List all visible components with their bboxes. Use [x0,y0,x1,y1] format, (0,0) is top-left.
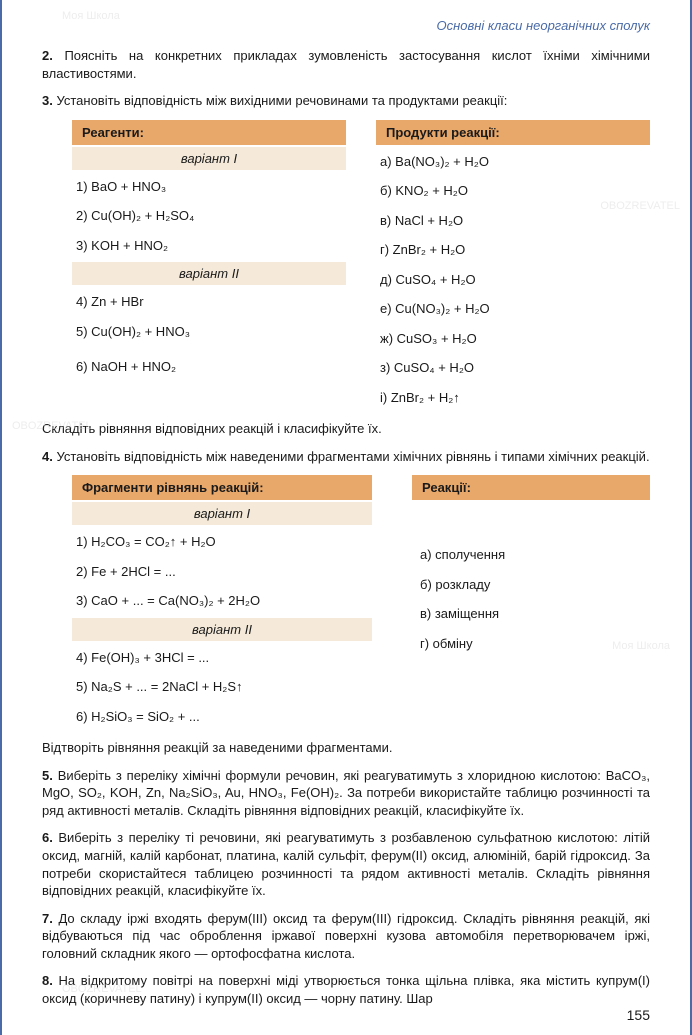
reaction-type: б) розкладу [412,570,650,600]
products-column: Продукти реакції: а) Ba(NO₃)₂ + H₂O б) K… [376,120,650,413]
task-text: На відкритому повітрі на поверхні міді у… [42,973,650,1006]
task-text: Виберіть з переліку хімічні формули речо… [42,768,650,818]
reagents-column: Реагенти: варіант І 1) BaO + HNO₃ 2) Cu(… [72,120,346,413]
chem-formula: а) Ba(NO₃)₂ + H₂O [376,147,650,177]
task-8: 8. На відкритому повітрі на поверхні мід… [42,972,650,1007]
task-number: 4. [42,449,53,464]
variant-label: варіант ІІ [72,618,372,641]
chem-formula: 3) CaO + ... = Ca(NO₃)₂ + 2H₂O [72,586,372,616]
task-text: До складу іржі входять ферум(ІІІ) оксид … [42,911,650,961]
task-6: 6. Виберіть з переліку ті речовини, які … [42,829,650,899]
chem-formula: 4) Fe(OH)₃ + 3HCl = ... [72,643,372,673]
task-5: 5. Виберіть з переліку хімічні формули р… [42,767,650,820]
task-4-footer: Відтворіть рівняння реакцій за наведеним… [42,739,650,757]
task-2: 2. Поясніть на конкретних прикладах зумо… [42,47,650,82]
chem-formula: д) CuSO₄ + H₂O [376,265,650,295]
variant-label: варіант І [72,502,372,525]
task-number: 5. [42,768,53,783]
variant-label: варіант ІІ [72,262,346,285]
chem-formula: 2) Fe + 2HCl = ... [72,557,372,587]
reactions-column: Реакції: а) сполучення б) розкладу в) за… [412,475,650,731]
chem-formula: 6) H₂SiO₃ = SiO₂ + ... [72,702,372,732]
chem-formula: б) KNO₂ + H₂O [376,176,650,206]
task-text: Поясніть на конкретних прикладах зумовле… [42,48,650,81]
chem-formula: 6) NaOH + HNO₂ [72,352,346,382]
products-header: Продукти реакції: [376,120,650,145]
reaction-type: г) обміну [412,629,650,659]
page-number: 155 [627,1007,650,1023]
task-text: Виберіть з переліку ті речовини, які реа… [42,830,650,898]
reaction-type: в) заміщення [412,599,650,629]
chem-formula: 1) BaO + HNO₃ [72,172,346,202]
chem-formula: в) NaCl + H₂O [376,206,650,236]
reagents-header: Реагенти: [72,120,346,145]
chem-formula: 3) KOH + HNO₂ [72,231,346,261]
chem-formula: 5) Na₂S + ... = 2NaCl + H₂S↑ [72,672,372,702]
chem-formula: з) CuSO₄ + H₂O [376,353,650,383]
task-number: 2. [42,48,53,63]
task-number: 3. [42,93,53,108]
variant-label: варіант І [72,147,346,170]
task-4-table: Фрагменти рівнянь реакцій: варіант І 1) … [72,475,650,731]
task-number: 8. [42,973,53,988]
fragments-column: Фрагменти рівнянь реакцій: варіант І 1) … [72,475,372,731]
chem-formula: 4) Zn + HBr [72,287,346,317]
reaction-type: а) сполучення [412,540,650,570]
task-3-table: Реагенти: варіант І 1) BaO + HNO₃ 2) Cu(… [72,120,650,413]
task-text: Установіть відповідність між наведеними … [56,449,649,464]
chem-formula: ж) CuSO₃ + H₂O [376,324,650,354]
fragments-header: Фрагменти рівнянь реакцій: [72,475,372,500]
chem-formula: е) Cu(NO₃)₂ + H₂O [376,294,650,324]
task-3-footer: Складіть рівняння відповідних реакцій і … [42,420,650,438]
task-number: 6. [42,830,53,845]
chem-formula: 2) Cu(OH)₂ + H₂SO₄ [72,201,346,231]
chapter-title: Основні класи неорганічних сполук [42,18,650,33]
task-7: 7. До складу іржі входять ферум(ІІІ) окс… [42,910,650,963]
chem-formula: і) ZnBr₂ + H₂↑ [376,383,650,413]
reactions-header: Реакції: [412,475,650,500]
task-4-intro: 4. Установіть відповідність між наведени… [42,448,650,466]
chem-formula: г) ZnBr₂ + H₂O [376,235,650,265]
chem-formula: 1) H₂CO₃ = CO₂↑ + H₂O [72,527,372,557]
task-number: 7. [42,911,53,926]
chem-formula: 5) Cu(OH)₂ + HNO₃ [72,317,346,347]
textbook-page: Моя Школа OBOZREVATEL OBOZREVATEL Моя Шк… [0,0,692,1035]
task-text: Установіть відповідність між вихідними р… [56,93,507,108]
task-3-intro: 3. Установіть відповідність між вихідним… [42,92,650,110]
